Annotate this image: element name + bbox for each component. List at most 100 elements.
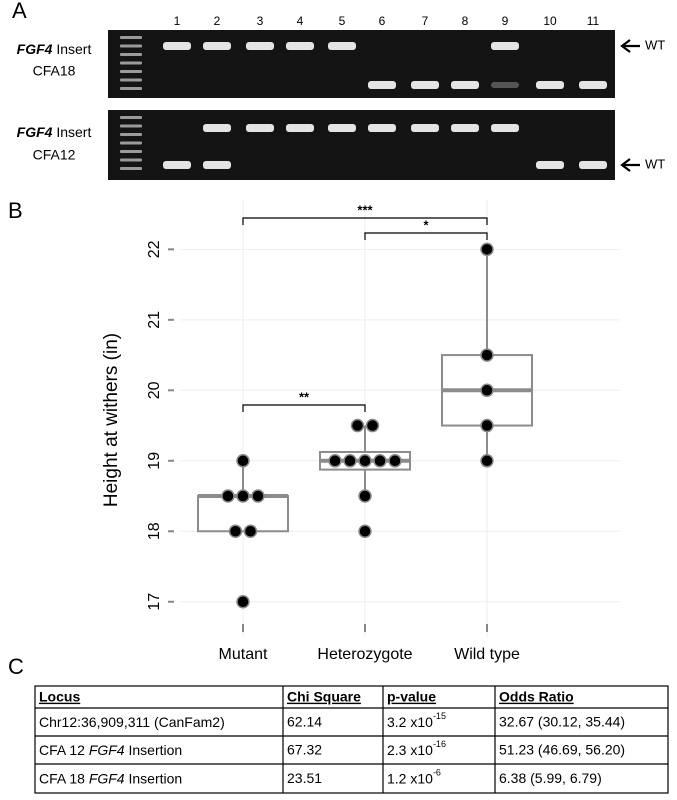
ladder-band	[120, 70, 142, 73]
gel-band	[163, 42, 191, 50]
cell-part: Insertion	[125, 770, 183, 786]
y-axis-label: Height at withers (in)	[101, 333, 122, 507]
y-tick-label: 22	[146, 240, 163, 258]
p-mantissa: 3.2 x10	[387, 714, 433, 730]
gel-band	[536, 81, 564, 89]
data-point	[480, 418, 494, 433]
table-cell: Chr12:36,909,311 (CanFam2)	[39, 714, 225, 730]
x-tick-label: Wild type	[454, 646, 520, 663]
lane-number: 8	[462, 14, 469, 28]
gel-band	[451, 81, 479, 89]
gel-band	[368, 81, 396, 89]
gel-label: FGF4 Insert	[17, 41, 92, 57]
p-exponent: -6	[433, 768, 441, 778]
ladder-band	[120, 87, 142, 90]
cell-part: Chr12:36,909,311 (CanFam2)	[39, 714, 225, 730]
ladder-band	[120, 158, 142, 162]
cell-part: CFA 18	[39, 770, 89, 786]
ladder-band	[120, 150, 142, 153]
data-point	[365, 418, 380, 433]
label-text: Insert	[52, 124, 91, 140]
gel-band	[579, 161, 607, 169]
table-cell: 62.14	[287, 714, 322, 730]
data-point	[236, 454, 250, 468]
lane-number: 11	[587, 14, 600, 28]
gel-band	[328, 124, 356, 132]
p-mantissa: 1.2 x10	[387, 770, 433, 786]
gel	[108, 30, 615, 98]
y-tick-label: 18	[146, 522, 163, 540]
p-exponent: -15	[433, 711, 446, 721]
table-cell: 51.23 (46.69, 56.20)	[499, 742, 625, 758]
cell-part: FGF4	[89, 742, 125, 758]
data-point	[480, 454, 494, 468]
table-cell: 23.51	[287, 770, 322, 786]
p-exponent: -16	[433, 739, 446, 749]
data-point	[243, 524, 258, 539]
cell-part: CFA 12	[39, 742, 89, 758]
cell-part: FGF4	[89, 770, 125, 786]
ladder-band	[120, 116, 142, 119]
data-point	[388, 454, 402, 468]
table-cell: CFA 12 FGF4 Insertion	[39, 742, 182, 758]
lane-number: 5	[339, 14, 346, 28]
gel-band	[286, 124, 314, 132]
data-point	[480, 348, 494, 362]
data-point	[328, 454, 342, 468]
gel-band	[328, 42, 356, 50]
lane-number: 10	[543, 14, 557, 28]
data-point	[358, 524, 372, 539]
panel-label: B	[8, 198, 23, 223]
marker-label: WT	[645, 156, 665, 171]
ladder-band	[120, 78, 142, 82]
x-tick-label: Heterozygote	[317, 646, 412, 663]
ladder-band	[120, 36, 142, 39]
gel-band	[368, 124, 396, 132]
table-cell: 32.67 (30.12, 35.44)	[499, 714, 625, 730]
ladder-band	[120, 167, 142, 170]
gel-band	[491, 124, 519, 132]
lane-number: 6	[379, 14, 386, 28]
ladder-band	[120, 61, 142, 65]
ladder-band	[120, 141, 142, 145]
table-border	[34, 685, 669, 794]
gel-band	[203, 124, 231, 132]
significance-bracket	[364, 232, 488, 240]
table-header: Odds Ratio	[499, 689, 574, 705]
data-point	[358, 454, 372, 468]
table-cell: 2.3 x10-16	[387, 739, 446, 757]
label-text: Insert	[52, 41, 91, 57]
marker-label: WT	[645, 37, 665, 52]
x-tick-label: Mutant	[219, 646, 268, 663]
lane-number: 7	[422, 14, 429, 28]
panel-label: A	[12, 0, 27, 23]
significance-label: ***	[357, 202, 373, 217]
data-point	[480, 242, 494, 257]
table-header: Chi Square	[287, 689, 361, 705]
arrow	[620, 158, 640, 172]
gel-band	[491, 42, 519, 50]
lane-number: 1	[174, 14, 181, 28]
gel-band	[536, 161, 564, 169]
gene-name: FGF4	[17, 41, 53, 57]
ladder-band	[120, 133, 142, 136]
gel-locus: CFA18	[33, 63, 76, 79]
data-point	[236, 489, 250, 503]
y-tick-label: 20	[146, 381, 163, 399]
table-header: Locus	[39, 689, 80, 705]
gel-band	[246, 42, 274, 50]
gene-name: FGF4	[17, 124, 53, 140]
data-point	[358, 489, 372, 503]
gel-band	[203, 161, 231, 169]
data-point	[228, 524, 243, 539]
data-point	[350, 418, 365, 433]
ladder-band	[120, 44, 142, 48]
significance-bracket	[242, 217, 488, 225]
lane-number: 3	[257, 14, 264, 28]
data-point	[373, 454, 387, 468]
y-tick-label: 17	[146, 593, 163, 611]
data-point	[251, 489, 265, 503]
lane-number: 9	[502, 14, 509, 28]
data-point	[343, 454, 357, 468]
